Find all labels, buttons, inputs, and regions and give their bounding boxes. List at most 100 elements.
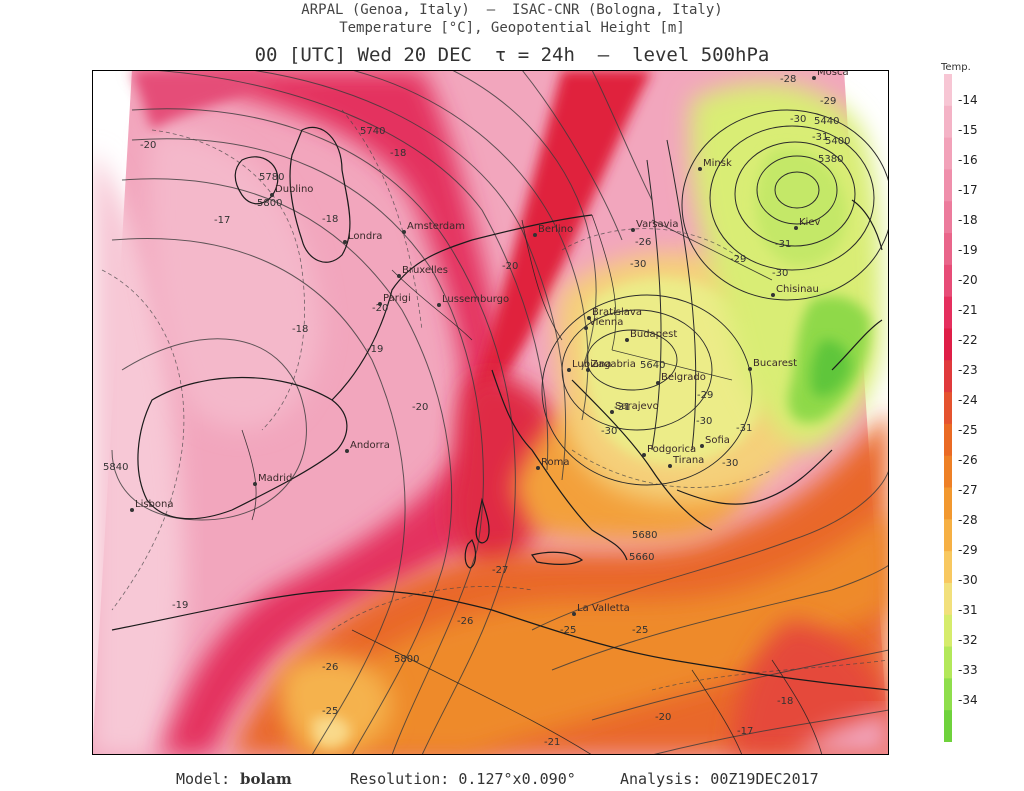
- city-label: Lisbona: [135, 499, 174, 510]
- colorbar-segment: [944, 710, 952, 742]
- footer-model-label: Model:: [176, 770, 231, 788]
- colorbar-segment: [944, 455, 952, 489]
- contour-label: -19: [367, 344, 383, 355]
- city-marker: [397, 274, 401, 278]
- colorbar-segment: [944, 137, 952, 170]
- colorbar-segment: [944, 264, 952, 298]
- contour-label: -20: [140, 140, 156, 151]
- colorbar-segment: [944, 423, 952, 457]
- legend-title: Temp.: [941, 62, 971, 73]
- balkan-contours: [541, 294, 753, 486]
- contour-label: -30: [630, 259, 646, 270]
- colorbar-segment: [944, 582, 952, 616]
- colorbar-segment: [944, 169, 952, 202]
- contour-label: 5660: [629, 552, 654, 563]
- legend-tick-label: -18: [958, 213, 978, 227]
- legend-tick-label: -23: [958, 363, 978, 377]
- city-marker: [625, 338, 629, 342]
- legend-tick-label: -14: [958, 93, 978, 107]
- contour-label: -31: [614, 402, 630, 413]
- city-label: Belgrado: [661, 372, 706, 383]
- legend-tick-label: -19: [958, 243, 978, 257]
- colorbar-segment: [944, 551, 952, 584]
- city-marker: [698, 167, 702, 171]
- legend-tick-label: -30: [958, 573, 978, 587]
- colorbar-segment: [944, 519, 952, 552]
- contour-label: -31: [736, 423, 752, 434]
- city-label: Kiev: [799, 217, 820, 228]
- city-label: Roma: [541, 457, 570, 468]
- contour-label: 5400: [825, 136, 850, 147]
- city-label: Bruxelles: [402, 265, 448, 276]
- city-marker: [587, 316, 591, 320]
- colorbar-segment: [944, 328, 952, 361]
- colorbar-segment: [944, 233, 952, 266]
- contour-label: -27: [492, 565, 508, 576]
- city-labels: Dublino Londra Amsterdam Bruxelles Parigi Lus…: [130, 70, 849, 616]
- city-marker: [567, 368, 571, 372]
- city-marker: [343, 240, 347, 244]
- city-label: Budapest: [630, 329, 677, 340]
- city-marker: [270, 193, 274, 197]
- contour-label: -29: [820, 96, 836, 107]
- city-marker: [586, 368, 590, 372]
- contour-label: 5800: [257, 198, 282, 209]
- header-validity-line: 00 [UTC] Wed 20 DEC τ = 24h – level 500h…: [254, 44, 770, 66]
- contour-label: -31: [775, 239, 791, 250]
- contour-label: -30: [790, 114, 806, 125]
- contour-label: -31: [812, 132, 828, 143]
- city-marker: [668, 464, 672, 468]
- contour-label: 5380: [818, 154, 843, 165]
- city-marker: [642, 453, 646, 457]
- contour-label: -20: [412, 402, 428, 413]
- city-label: Dublino: [275, 184, 313, 195]
- map-border: [92, 70, 889, 755]
- legend-tick-label: -26: [958, 453, 978, 467]
- contour-label: -26: [635, 237, 651, 248]
- city-marker: [533, 233, 537, 237]
- weather-map: Dublino Londra Amsterdam Bruxelles Parigi Lus…: [92, 70, 889, 755]
- contour-label: -17: [737, 726, 753, 737]
- city-label: Lubiana: [572, 359, 611, 370]
- city-label: Mosca: [817, 70, 849, 78]
- legend-tick-label: -34: [958, 693, 978, 707]
- legend-tick-label: -17: [958, 183, 978, 197]
- contour-label: -26: [457, 616, 473, 627]
- legend-tick-label: -28: [958, 513, 978, 527]
- colorbar-segment: [944, 678, 952, 711]
- city-label: Lussemburgo: [442, 294, 509, 305]
- contour-label: -18: [322, 214, 338, 225]
- header-variables-line: Temperature [°C], Geopotential Height [m…: [339, 20, 685, 36]
- legend-tick-label: -24: [958, 393, 978, 407]
- geopotential-contours: [111, 70, 889, 755]
- city-marker: [812, 76, 816, 80]
- contour-label: -18: [390, 148, 406, 159]
- contour-label: -20: [372, 303, 388, 314]
- contour-label: -25: [322, 706, 338, 717]
- contour-label: -28: [780, 74, 796, 85]
- contour-label: -30: [696, 416, 712, 427]
- contour-label: -20: [655, 712, 671, 723]
- city-marker: [631, 228, 635, 232]
- contour-label: -18: [777, 696, 793, 707]
- contour-label: -21: [544, 737, 560, 748]
- contour-label: -25: [560, 625, 576, 636]
- contour-label: -18: [292, 324, 308, 335]
- colorbar-segment: [944, 201, 952, 234]
- borders: [241, 214, 823, 755]
- city-label: Varsavia: [636, 219, 678, 230]
- contour-label: -19: [172, 600, 188, 611]
- legend-tick-label: -31: [958, 603, 978, 617]
- contour-label: -30: [772, 268, 788, 279]
- legend-tick-label: -16: [958, 153, 978, 167]
- colorbar-segment: [944, 360, 952, 393]
- city-marker: [771, 293, 775, 297]
- city-label: Minsk: [703, 158, 732, 169]
- city-label: Zagabria: [591, 359, 636, 370]
- contour-label: -25: [632, 625, 648, 636]
- colorbar-segment: [944, 487, 952, 520]
- city-marker: [572, 612, 576, 616]
- contour-label: 5640: [640, 360, 665, 371]
- contour-label: 5840: [103, 462, 128, 473]
- city-label: Madrid: [258, 473, 292, 484]
